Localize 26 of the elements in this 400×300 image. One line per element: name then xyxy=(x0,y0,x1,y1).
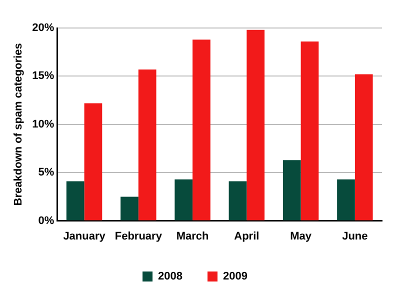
x-tick-label: June xyxy=(342,230,368,242)
bar xyxy=(228,181,247,220)
y-axis-title: Breakdown of spam categories xyxy=(12,43,25,206)
y-tick-label: 10% xyxy=(32,118,54,130)
bar xyxy=(246,30,265,220)
x-tick-label: January xyxy=(63,230,106,242)
x-tick-label: May xyxy=(290,230,312,242)
bar xyxy=(354,74,373,220)
bar xyxy=(120,196,138,220)
bar xyxy=(138,69,156,220)
y-tick-label: 0% xyxy=(38,214,54,227)
bar xyxy=(282,160,301,220)
legend-label: 2008 xyxy=(158,270,183,283)
bar xyxy=(337,179,355,220)
y-tick-label: 5% xyxy=(38,166,54,179)
x-tick-label: February xyxy=(114,230,163,242)
bar xyxy=(66,181,84,220)
x-tick-label: March xyxy=(176,230,210,242)
y-tick-label: 15% xyxy=(32,70,54,82)
y-tick-label: 20% xyxy=(32,22,54,34)
bar xyxy=(174,179,193,220)
x-tick-label: April xyxy=(234,230,260,242)
legend-label: 2009 xyxy=(223,270,248,283)
bar xyxy=(300,41,319,220)
bar xyxy=(192,40,210,220)
bar xyxy=(84,103,102,220)
